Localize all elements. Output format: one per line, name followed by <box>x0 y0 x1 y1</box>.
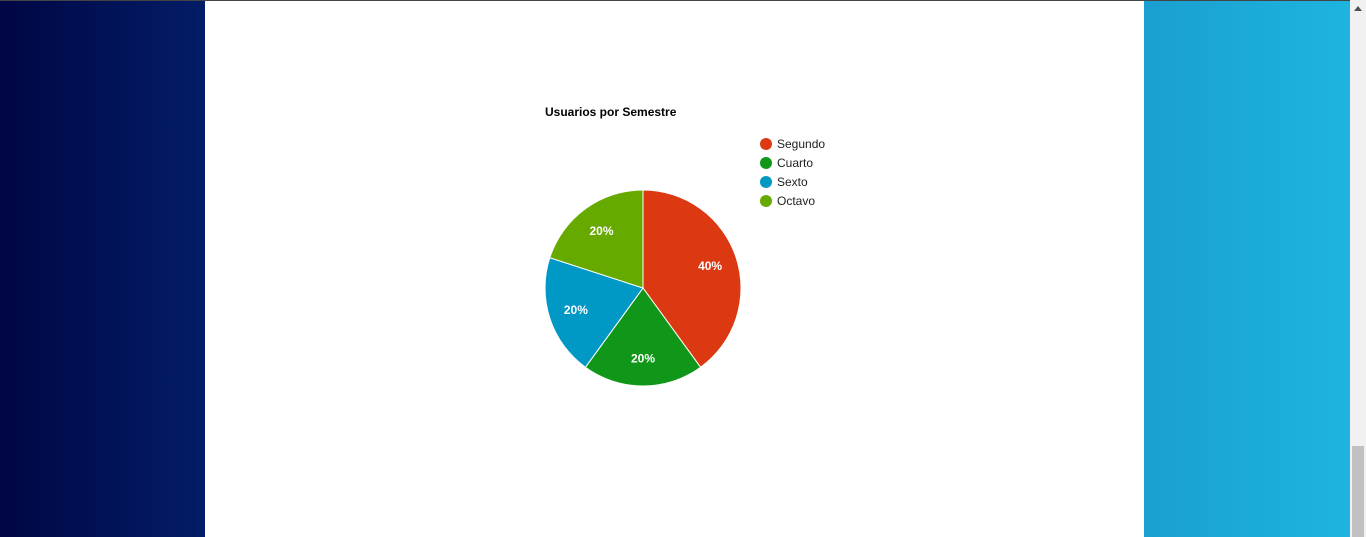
vertical-scrollbar[interactable] <box>1350 0 1366 537</box>
legend-dot-icon <box>760 175 772 188</box>
legend-item-segundo[interactable]: Segundo <box>760 134 825 153</box>
chart-title: Usuarios por Semestre <box>545 105 677 119</box>
scrollbar-thumb[interactable] <box>1352 446 1364 537</box>
slice-label-cuarto: 20% <box>631 352 655 366</box>
pie-slice-octavo[interactable] <box>549 189 644 289</box>
pie-slice-cuarto[interactable] <box>584 287 702 387</box>
legend-dot-icon <box>760 194 772 207</box>
content-panel: Usuarios por Semestre 40% 20% 20% 20% Segun… <box>205 1 1144 537</box>
legend-label: Octavo <box>777 193 816 208</box>
scroll-up-arrow-icon[interactable] <box>1354 6 1362 11</box>
slice-label-sexto: 20% <box>564 303 588 317</box>
slice-label-segundo: 40% <box>698 259 722 273</box>
legend-dot-icon <box>760 137 772 150</box>
legend-label: Segundo <box>777 136 826 151</box>
legend-item-octavo[interactable]: Octavo <box>760 191 825 210</box>
chart-legend: Segundo Cuarto Sexto Octavo <box>760 134 825 210</box>
legend-label: Cuarto <box>777 155 814 170</box>
legend-dot-icon <box>760 156 772 169</box>
legend-item-sexto[interactable]: Sexto <box>760 172 825 191</box>
pie-slice-segundo[interactable] <box>642 189 742 368</box>
legend-label: Sexto <box>777 174 808 189</box>
pie-slice-sexto[interactable] <box>544 257 644 368</box>
window-top-border <box>0 0 1350 1</box>
legend-item-cuarto[interactable]: Cuarto <box>760 153 825 172</box>
slice-label-octavo: 20% <box>590 224 614 238</box>
pie-chart: 40% 20% 20% 20% <box>544 189 742 387</box>
